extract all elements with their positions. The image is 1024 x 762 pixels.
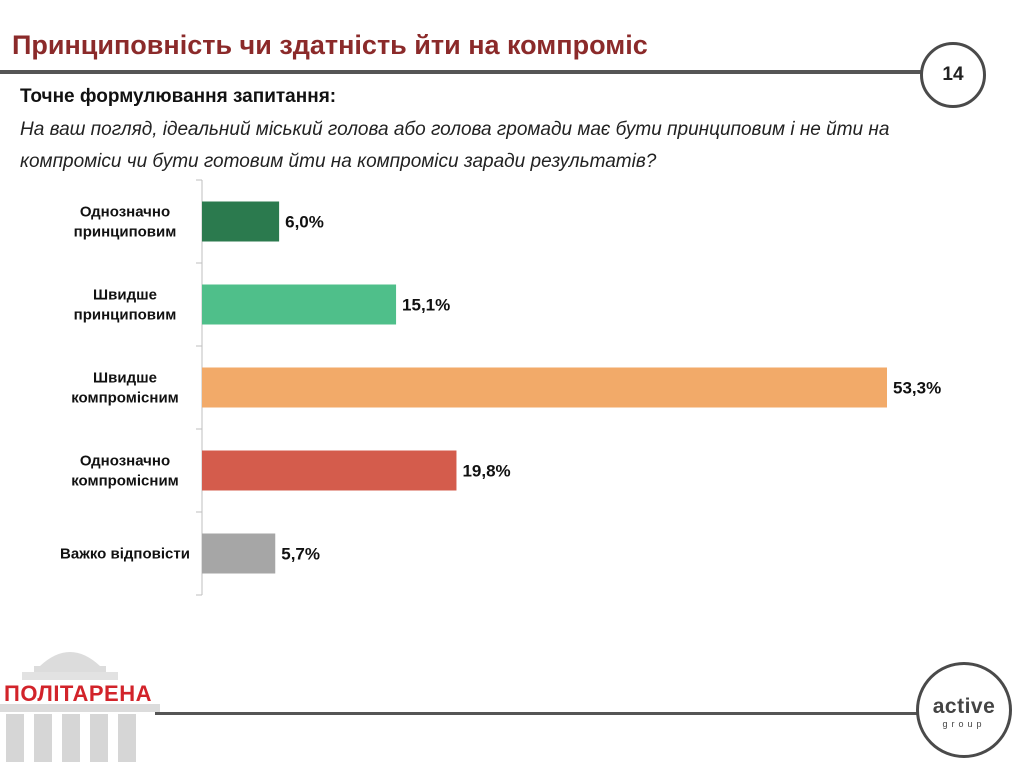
header-divider <box>0 70 922 74</box>
page-title: Принциповність чи здатність йти на компр… <box>12 30 648 60</box>
category-label: Однозначно компромісним <box>71 453 179 490</box>
page-number-badge: 14 <box>920 42 986 108</box>
group-logo-word: group <box>942 719 986 729</box>
bar-value-label: 19,8% <box>462 462 510 481</box>
bar-chart: 6,0% Однозначно принциповим 15,1% Швидше прин… <box>60 179 941 596</box>
category-label: Швидше принциповим <box>74 287 177 324</box>
active-group-logo: active group <box>916 662 1012 758</box>
category-label: Швидше компромісним <box>71 370 179 407</box>
category-label: Однозначно принциповим <box>74 204 177 241</box>
bar-value-label: 6,0% <box>285 213 324 232</box>
question-heading: Точне формулювання запитання: <box>20 86 337 107</box>
category-label: Важко відповісти <box>60 546 190 563</box>
bar-value-label: 5,7% <box>281 545 320 564</box>
bar-value-label: 15,1% <box>402 296 450 315</box>
page-number: 14 <box>942 64 964 85</box>
active-logo-word: active <box>932 695 996 718</box>
bar-value-label: 53,3% <box>893 379 941 398</box>
bar-3 <box>202 367 887 408</box>
politarena-building-logo <box>0 652 160 762</box>
bar-2 <box>202 284 397 325</box>
question-text: На ваш погляд, ідеальний міський голова … <box>20 119 890 172</box>
footer-divider <box>155 712 920 715</box>
bar-1 <box>202 201 280 242</box>
bar-4 <box>202 450 457 491</box>
bar-5 <box>202 533 276 574</box>
politarena-logo-text: ПОЛІТАРЕНА <box>4 681 152 706</box>
